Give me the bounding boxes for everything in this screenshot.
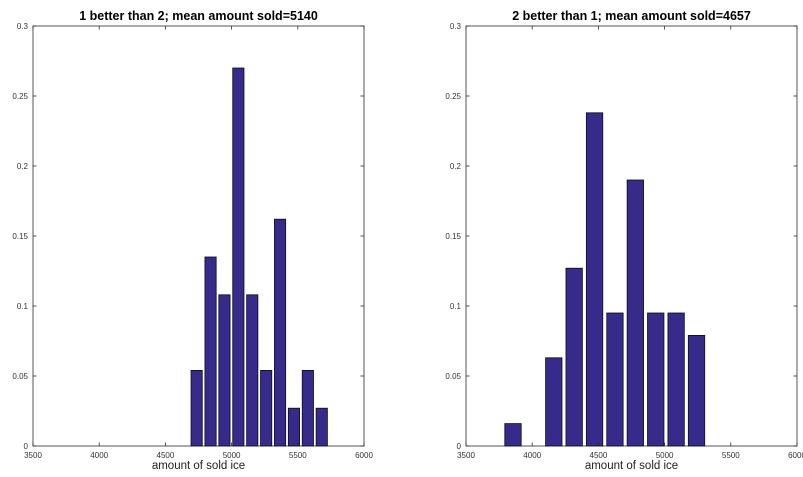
right-bar-4 (565, 267, 583, 447)
left-x-tick-label-3: 4500 (157, 451, 175, 460)
left-y-tick-label-7: 0.3 (17, 22, 29, 31)
right-x-tick-label-5: 5500 (722, 451, 740, 460)
left-bar-9 (301, 369, 314, 447)
right-bar-10 (687, 334, 706, 447)
right-bar-7 (626, 179, 644, 447)
left-bar-6 (260, 369, 273, 447)
left-bars (190, 67, 328, 447)
right-x-tick-label-4: 5000 (656, 451, 674, 460)
left-y-tick-label-1: 0 (24, 442, 29, 451)
left-bar-1 (190, 369, 203, 447)
left-y-tick-label-4: 0.15 (12, 232, 28, 241)
left-y-tick-label-5: 0.2 (17, 162, 29, 171)
left-bar-10 (315, 407, 328, 447)
left-x-tick-label-2: 4000 (90, 451, 108, 460)
left-bar-3 (218, 294, 231, 447)
left-bar-2 (204, 256, 217, 447)
left-y-ticks: 0 0.05 0.1 0.15 0.2 0.25 0.3 (12, 22, 364, 451)
left-chart-title: 1 better than 2; mean amount sold=5140 (79, 9, 318, 23)
right-y-tick-label-6: 0.25 (445, 92, 461, 101)
right-y-tick-label-5: 0.2 (450, 162, 462, 171)
right-y-ticks: 0 0.05 0.1 0.15 0.2 0.25 0.3 (445, 22, 797, 451)
left-x-ticks: 3500 4000 4500 5000 5500 6000 (24, 26, 373, 460)
right-y-tick-label-2: 0.05 (445, 372, 461, 381)
left-y-tick-label-6: 0.25 (12, 92, 28, 101)
right-bar-9 (667, 312, 685, 447)
right-y-tick-label-3: 0.1 (450, 302, 462, 311)
left-x-tick-label-1: 3500 (24, 451, 42, 460)
right-bar-8 (647, 312, 665, 447)
left-y-tick-label-3: 0.1 (17, 302, 29, 311)
right-bar-3 (545, 357, 563, 447)
left-x-tick-label-4: 5000 (223, 451, 241, 460)
left-y-tick-label-2: 0.05 (12, 372, 28, 381)
left-x-tick-label-6: 6000 (355, 451, 373, 460)
right-x-tick-label-2: 4000 (523, 451, 541, 460)
right-bar-1 (504, 423, 522, 447)
left-bar-5 (246, 294, 259, 447)
right-x-axis-label: amount of sold ice (585, 460, 678, 472)
right-x-tick-label-1: 3500 (457, 451, 475, 460)
right-x-tick-label-6: 6000 (788, 451, 803, 460)
right-chart-title: 2 better than 1; mean amount sold=4657 (512, 9, 751, 23)
right-histogram-panel: 2 better than 1; mean amount sold=4657 0… (445, 9, 803, 472)
right-bars (504, 112, 706, 447)
right-y-tick-label-7: 0.3 (450, 22, 462, 31)
left-bar-7 (274, 218, 287, 447)
right-bar-6 (606, 312, 624, 447)
left-x-axis-label: amount of sold ice (152, 460, 245, 472)
right-y-tick-label-1: 0 (457, 442, 462, 451)
left-bar-8 (287, 407, 300, 447)
left-histogram-panel: 1 better than 2; mean amount sold=5140 0… (12, 9, 373, 472)
right-x-tick-label-3: 4500 (590, 451, 608, 460)
left-x-tick-label-5: 5500 (289, 451, 307, 460)
right-x-ticks: 3500 4000 4500 5000 5500 6000 (457, 26, 803, 460)
left-bar-4 (232, 67, 245, 447)
right-y-tick-label-4: 0.15 (445, 232, 461, 241)
right-bar-5 (585, 112, 604, 447)
